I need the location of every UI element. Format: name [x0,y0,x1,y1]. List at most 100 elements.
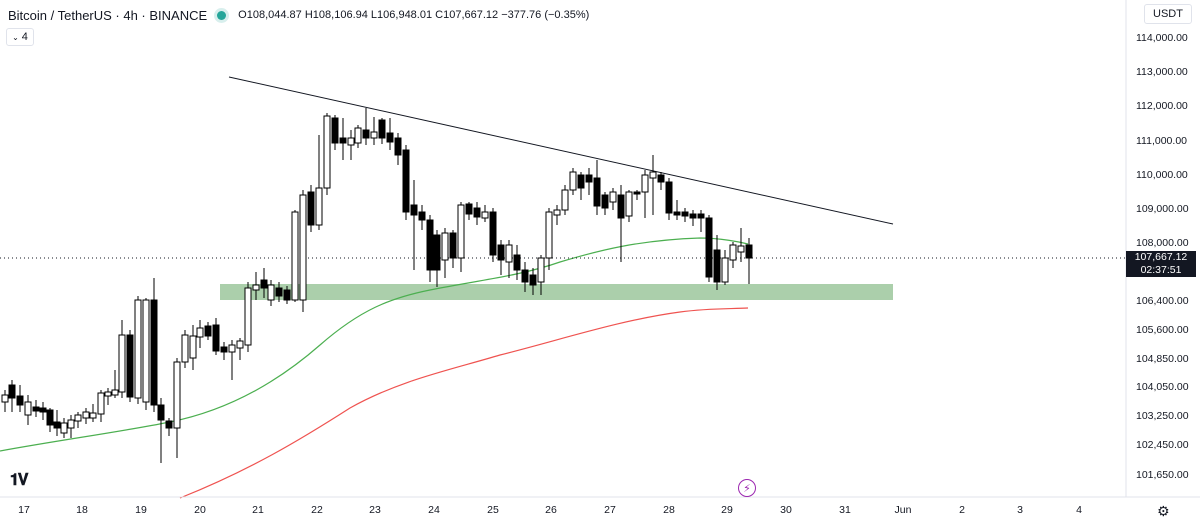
time-axis-label: 25 [487,504,499,516]
candle-body [410,204,418,216]
indicators-toggle-button[interactable]: ⌄ 4 [6,28,34,46]
candle-body [617,194,625,219]
trendline [228,76,894,225]
candle-body [705,217,713,278]
candle-body [641,174,649,193]
candle-body [275,287,283,297]
price-axis-label: 101,650.00 [1136,469,1189,481]
time-axis-label: 3 [1017,504,1023,516]
candle-body [1,394,9,403]
candle-body [53,421,61,429]
candle-body [150,299,158,406]
candle-body [569,171,577,191]
price-axis-label: 111,000.00 [1136,135,1187,147]
price-axis-label: 109,000.00 [1136,203,1189,215]
candle-body [681,211,689,217]
candle-body [204,325,212,337]
candle-body [745,244,753,259]
candle-body [283,289,291,301]
candle-body [97,392,105,415]
candle-body [673,211,681,216]
candle-body [577,174,585,189]
candle-body [89,412,97,419]
candle-body [689,213,697,219]
time-axis-label: 27 [604,504,616,516]
candle-body [418,211,426,221]
candle-body [449,232,457,259]
time-axis-label: 30 [780,504,792,516]
open-value: O108,044.87 [238,9,302,21]
time-axis-label: 22 [311,504,323,516]
time-axis-label: 23 [369,504,381,516]
price-axis-label: 113,000.00 [1136,66,1188,78]
ohlc-values: O108,044.87 H108,106.94 L106,948.01 C107… [238,9,589,21]
market-status-icon [217,10,227,20]
time-axis-label: 31 [839,504,851,516]
tradingview-logo-icon[interactable]: 𝟏𝐕 [10,472,28,489]
candle-body [657,174,665,183]
candle-body [378,119,386,139]
candle-body [402,149,410,213]
candle-body [212,324,220,352]
candle-body [529,274,537,286]
symbol-title[interactable]: Bitcoin / TetherUS · 4h · BINANCE [8,7,208,23]
high-value: H108,106.94 [304,9,368,21]
time-axis-label: 26 [545,504,557,516]
candle-body [267,284,275,301]
candle-body [473,207,481,218]
candle-body [323,115,331,189]
indicators-count: 4 [21,31,28,43]
ema-fast-line [0,237,749,452]
candle-body [737,245,745,253]
lightning-icon[interactable]: ⚡ [738,479,756,497]
low-value: L106,948.01 [370,9,433,21]
candle-body [157,404,165,421]
candle-body [244,287,252,346]
candle-body [609,191,617,203]
candle-body [729,244,737,261]
currency-button[interactable]: USDT [1144,4,1192,24]
candle-body [441,232,449,261]
candle-body [489,211,497,256]
price-axis-label: 110,000.00 [1136,169,1188,181]
candle-body [505,244,513,263]
current-price-label: 107,667.12 [1126,251,1196,264]
gear-icon[interactable]: ⚙ [1157,503,1170,519]
candle-body [386,132,394,143]
candle-body [665,181,673,214]
countdown-label: 02:37:51 [1126,264,1196,277]
candle-body [713,249,721,283]
candle-body [649,171,657,179]
candle-body [299,194,307,301]
candle-body [481,211,489,219]
candle-body [561,189,569,211]
candle-body [252,284,260,291]
change-value: −377.76 (−0.35%) [501,9,590,21]
ema-slow-line [179,307,749,499]
candle-body [370,131,378,139]
candle-body [625,191,633,217]
time-axis-label: 20 [194,504,206,516]
price-axis-label: 106,400.00 [1136,295,1189,307]
candle-body [513,254,521,271]
time-axis-label: Jun [894,504,912,516]
time-axis-label: 29 [721,504,733,516]
price-axis-label: 104,850.00 [1136,353,1189,365]
time-axis-label: 19 [135,504,147,516]
candle-body [173,361,181,429]
candle-body [104,391,112,397]
candle-body [142,299,150,403]
candle-body [394,137,402,156]
candle-body [331,117,339,144]
candle-body [362,129,370,139]
candle-body [426,219,434,271]
candle-body [721,257,729,283]
candle-body [39,407,47,413]
candle-body [82,411,90,419]
candle-body [260,279,268,289]
candle-body [134,299,142,399]
candle-body [545,211,553,259]
candle-body [8,384,16,399]
price-axis-label: 103,250.00 [1136,410,1189,422]
